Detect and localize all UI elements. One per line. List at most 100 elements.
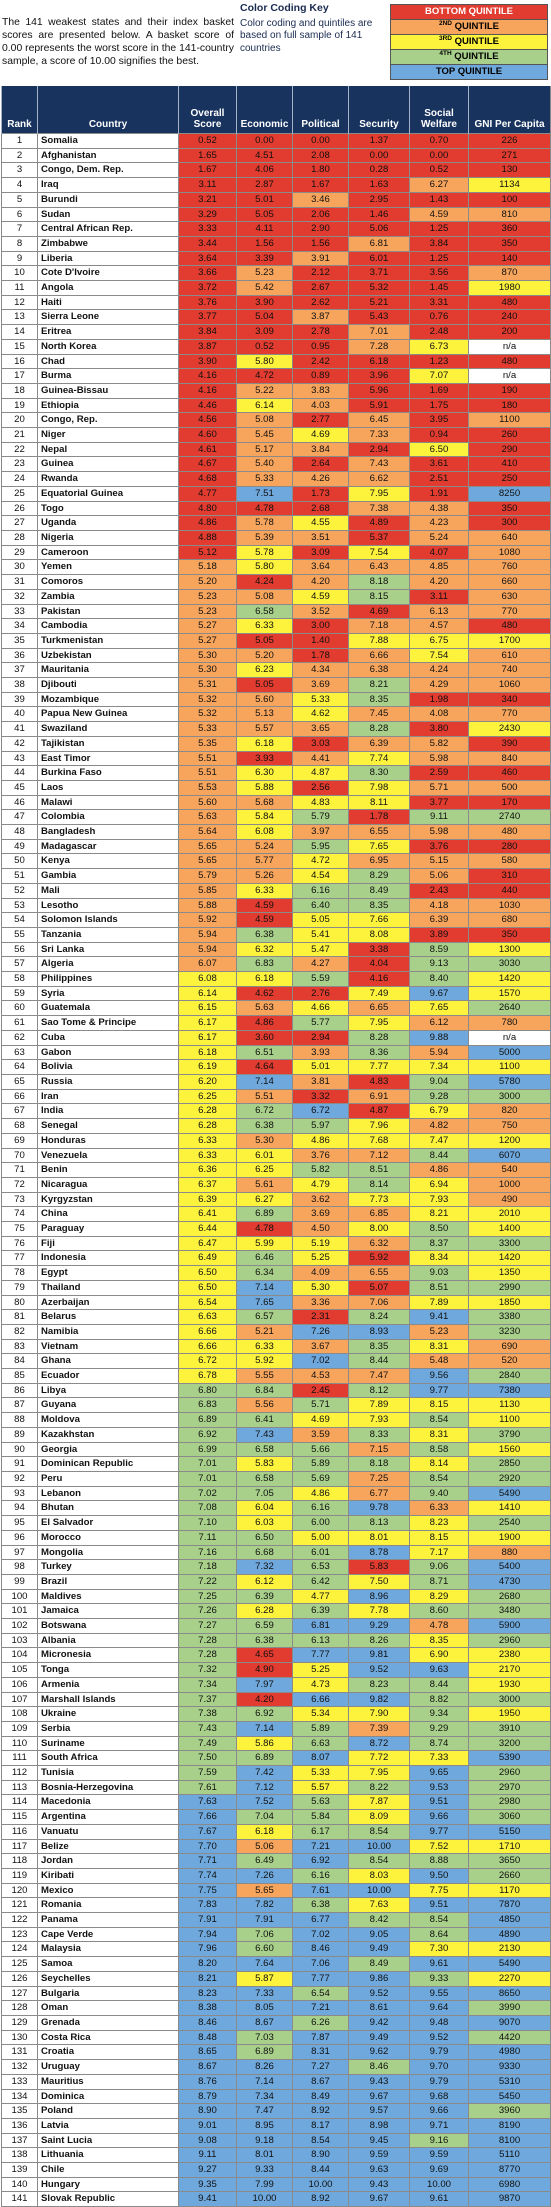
cell-economic: 6.46: [236, 1250, 293, 1266]
cell-political: 6.17: [292, 1823, 349, 1840]
table-row: 141 Slovak Republic 9.41 10.00 8.92 9.67 9.61 9…: [1, 2191, 551, 2207]
cell-gni-per-capita: 480: [468, 824, 551, 840]
cell-social-welfare: 8.15: [409, 1397, 469, 1413]
cell-overall-score: 8.21: [178, 1970, 237, 1987]
cell-rank: 73: [1, 1191, 38, 1207]
cell-rank: 74: [1, 1206, 38, 1222]
table-row: 84 Ghana 6.72 5.92 7.02 8.44 5.48 520: [1, 1353, 551, 1369]
cell-security: 7.72: [348, 1750, 410, 1766]
cell-country: Benin: [37, 1162, 179, 1178]
cell-social-welfare: 8.54: [409, 1412, 469, 1428]
cell-economic: 6.58: [236, 1470, 293, 1487]
cell-security: 4.89: [348, 515, 410, 531]
cell-overall-score: 7.01: [178, 1470, 237, 1487]
table-row: 46 Malawi 5.60 5.68 4.83 8.11 3.77 170: [1, 794, 551, 810]
cell-security: 7.28: [348, 338, 410, 355]
cell-political: 8.46: [292, 1941, 349, 1957]
cell-economic: 7.33: [236, 1985, 293, 2001]
table-row: 22 Nepal 4.61 5.17 3.84 2.94 6.50 290: [1, 441, 551, 457]
cell-social-welfare: 9.16: [409, 2132, 469, 2148]
cell-security: 7.68: [348, 1132, 410, 1149]
cell-political: 2.56: [292, 779, 349, 796]
index-table: Rank Country Overall Score Economic Poli…: [1, 86, 551, 2207]
cell-overall-score: 6.41: [178, 1206, 237, 1222]
table-row: 92 Peru 7.01 6.58 5.69 7.25 8.54 2920: [1, 1470, 551, 1487]
cell-political: 6.40: [292, 897, 349, 913]
cell-political: 5.25: [292, 1250, 349, 1266]
cell-economic: 5.86: [236, 1735, 293, 1751]
cell-political: 4.27: [292, 956, 349, 972]
cell-social-welfare: 9.33: [409, 1970, 469, 1987]
cell-political: 0.00: [292, 133, 349, 149]
cell-overall-score: 6.78: [178, 1368, 237, 1384]
cell-political: 2.06: [292, 206, 349, 222]
table-row: 94 Bhutan 7.08 6.04 6.16 9.78 6.33 1410: [1, 1500, 551, 1516]
cell-country: Mauritania: [37, 662, 179, 678]
cell-overall-score: 3.87: [178, 338, 237, 355]
cell-economic: 4.78: [236, 1221, 293, 1237]
table-row: 20 Congo, Rep. 4.56 5.08 2.77 6.45 3.95 1100: [1, 412, 551, 428]
cell-social-welfare: 8.64: [409, 1926, 469, 1942]
cell-country: Kazakhstan: [37, 1426, 179, 1443]
cell-country: Congo, Dem. Rep.: [37, 162, 179, 178]
cell-rank: 2: [1, 147, 38, 163]
cell-gni-per-capita: 3000: [468, 1088, 551, 1104]
cell-overall-score: 7.28: [178, 1632, 237, 1648]
cell-political: 5.63: [292, 1794, 349, 1810]
cell-overall-score: 6.14: [178, 985, 237, 1001]
cell-rank: 120: [1, 1882, 38, 1898]
cell-rank: 109: [1, 1720, 38, 1737]
cell-economic: 4.78: [236, 500, 293, 516]
cell-rank: 138: [1, 2147, 38, 2163]
cell-economic: 6.30: [236, 765, 293, 781]
cell-rank: 137: [1, 2132, 38, 2148]
cell-security: 6.77: [348, 1485, 410, 1501]
cell-economic: 4.59: [236, 897, 293, 913]
cell-overall-score: 7.66: [178, 1809, 237, 1825]
cell-overall-score: 6.28: [178, 1118, 237, 1134]
cell-economic: 5.87: [236, 1970, 293, 1987]
cell-security: 6.65: [348, 1000, 410, 1016]
cell-overall-score: 5.53: [178, 779, 237, 796]
table-row: 117 Belize 7.70 5.06 7.21 10.00 7.52 1710: [1, 1838, 551, 1854]
table-row: 70 Venezuela 6.33 6.01 3.76 7.12 8.44 6070: [1, 1147, 551, 1163]
cell-security: 8.96: [348, 1588, 410, 1604]
cell-rank: 108: [1, 1706, 38, 1722]
cell-economic: 7.52: [236, 1794, 293, 1810]
cell-overall-score: 8.46: [178, 2015, 237, 2031]
cell-rank: 4: [1, 177, 38, 193]
cell-social-welfare: 4.59: [409, 206, 469, 222]
cell-country: Tajikistan: [37, 735, 179, 752]
cell-rank: 16: [1, 353, 38, 369]
cell-social-welfare: 9.66: [409, 1809, 469, 1825]
cell-social-welfare: 9.69: [409, 2162, 469, 2178]
cell-gni-per-capita: 3380: [468, 1309, 551, 1325]
cell-country: Dominican Republic: [37, 1456, 179, 1472]
cell-rank: 61: [1, 1015, 38, 1031]
cell-gni-per-capita: 480: [468, 618, 551, 634]
cell-political: 0.95: [292, 338, 349, 355]
cell-country: Belize: [37, 1838, 179, 1854]
table-row: 119 Kiribati 7.74 7.26 6.16 8.03 9.50 2660: [1, 1867, 551, 1884]
cell-country: Uganda: [37, 515, 179, 531]
cell-overall-score: 5.65: [178, 853, 237, 869]
cell-economic: 5.68: [236, 794, 293, 810]
table-row: 21 Niger 4.60 5.45 4.69 7.33 0.94 260: [1, 427, 551, 443]
table-row: 81 Belarus 6.63 6.57 2.31 8.24 9.41 3380: [1, 1309, 551, 1325]
table-row: 18 Guinea-Bissau 4.16 5.22 3.83 5.96 1.69 190: [1, 382, 551, 399]
cell-political: 3.03: [292, 735, 349, 752]
cell-security: 8.26: [348, 1632, 410, 1648]
cell-economic: 6.23: [236, 662, 293, 678]
cell-country: Sri Lanka: [37, 941, 179, 957]
cell-social-welfare: 9.51: [409, 1794, 469, 1810]
cell-security: 8.49: [348, 1956, 410, 1972]
table-row: 75 Paraguay 6.44 4.78 4.50 8.00 8.50 1400: [1, 1221, 551, 1237]
cell-gni-per-capita: 3060: [468, 1809, 551, 1825]
cell-social-welfare: 5.23: [409, 1323, 469, 1340]
cell-social-welfare: 7.17: [409, 1544, 469, 1560]
cell-country: Honduras: [37, 1132, 179, 1149]
cell-country: Paraguay: [37, 1221, 179, 1237]
cell-rank: 101: [1, 1603, 38, 1619]
cell-gni-per-capita: 760: [468, 559, 551, 575]
cell-country: Chile: [37, 2162, 179, 2178]
